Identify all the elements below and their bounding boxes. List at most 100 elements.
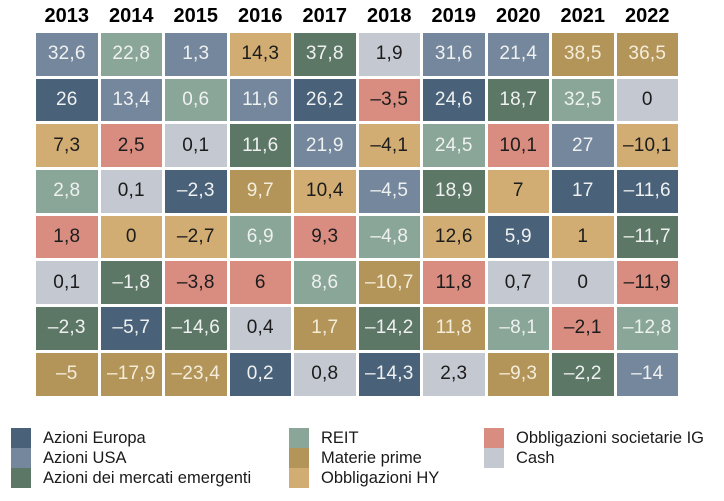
legend-swatch-column (289, 428, 309, 488)
legend-label-materie: Materie prime (321, 449, 422, 467)
grid-cell-2015-rank1: 1,3 (165, 33, 227, 76)
grid-cell-2022-rank4: –11,6 (616, 170, 678, 213)
grid-cell-2019-rank3: 24,5 (423, 124, 485, 168)
grid-cell-2022-rank7: –12,8 (616, 307, 678, 350)
legend-swatch-reit (289, 428, 309, 448)
grid-cell-2017-rank2: 26,2 (294, 78, 356, 122)
grid-cell-2019-rank8: 2,3 (423, 352, 485, 396)
grid-cell-2014-rank5: 0 (100, 215, 162, 259)
grid-cell-2014-rank7: –5,7 (100, 307, 162, 350)
year-header-2019: 2019 (431, 5, 477, 27)
year-header-2021: 2021 (560, 5, 606, 27)
grid-cell-2015-rank7: –14,6 (165, 307, 227, 350)
year-header-2018: 2018 (367, 5, 412, 27)
legend-swatch-cash (484, 448, 504, 468)
grid-cell-2020-rank7: –8,1 (487, 307, 549, 350)
grid-cell-2016-rank8: 0,2 (229, 352, 291, 396)
grid-cell-2021-rank7: –2,1 (552, 307, 614, 350)
legend-swatch-europa (11, 428, 31, 448)
grid-cell-2019-rank5: 12,6 (423, 215, 485, 259)
legend-label-ig: Obbligazioni societarie IG (516, 429, 705, 447)
grid-cell-2016-rank7: 0,4 (229, 307, 291, 350)
grid-cell-2021-rank3: 27 (552, 124, 614, 168)
grid-cell-2019-rank7: 11,8 (423, 307, 485, 350)
grid-cell-2013-rank8: –5 (36, 352, 98, 396)
year-header-2020: 2020 (496, 5, 541, 27)
grid-cell-2017-rank6: 8,6 (294, 261, 356, 305)
legend-swatch-materie (289, 448, 309, 468)
grid-cell-2013-rank2: 26 (36, 78, 98, 122)
legend-swatch-usa (11, 448, 31, 468)
grid-cell-2013-rank1: 32,6 (36, 33, 98, 76)
grid-cell-2014-rank8: –17,9 (100, 352, 162, 396)
legend-label-column: Obbligazioni societarie IG Cash (516, 428, 704, 468)
grid-cell-2014-rank4: 0,1 (100, 170, 162, 213)
grid-cell-2013-rank3: 7,3 (36, 124, 98, 168)
year-header-2017: 2017 (302, 5, 348, 27)
legend-label-column: Azioni Europa Azioni USA Azioni dei mercat… (43, 428, 251, 488)
grid-cell-2018-rank5: –4,8 (358, 215, 420, 259)
grid-cell-2013-rank7: –2,3 (36, 307, 98, 350)
grid-cell-2021-rank4: 17 (552, 170, 614, 213)
grid-cell-2022-rank1: 36,5 (616, 33, 678, 76)
legend: Azioni Europa Azioni USA Azioni dei mercat… (0, 428, 724, 494)
grid-cell-2019-rank2: 24,6 (423, 78, 485, 122)
legend-swatch-emergenti (11, 468, 31, 488)
grid-cell-2018-rank7: –14,2 (358, 307, 420, 350)
grid-cell-2018-rank2: –3,5 (358, 78, 420, 122)
grid-cell-2020-rank5: 5,9 (487, 215, 549, 259)
legend-label-hy: Obbligazioni HY (321, 469, 440, 487)
grid-cell-2017-rank7: 1,7 (294, 307, 356, 350)
grid-cell-2022-rank5: –11,7 (616, 215, 678, 259)
grid-cell-2022-rank8: –14 (616, 352, 678, 396)
legend-label-column: REIT Materie prime Obbligazioni HY (321, 428, 439, 488)
grid-cell-2019-rank4: 18,9 (423, 170, 485, 213)
legend-swatch-column (484, 428, 504, 468)
legend-swatch-ig (484, 428, 504, 448)
grid-cell-2018-rank3: –4,1 (358, 124, 420, 168)
legend-swatch-column (11, 428, 31, 488)
grid-cell-2013-rank6: 0,1 (36, 261, 98, 305)
grid-cell-2016-rank3: 11,6 (229, 124, 291, 168)
grid-cell-2021-rank6: 0 (552, 261, 614, 305)
legend-group-real-assets: REIT Materie prime Obbligazioni HY (289, 428, 439, 488)
grid-cell-2015-rank2: 0,6 (165, 78, 227, 122)
grid-cell-2013-rank5: 1,8 (36, 215, 98, 259)
returns-grid: 32,6 22,8 1,3 14,3 37,8 1,9 31,6 21,4 38,5 36,5 26… (36, 33, 678, 396)
grid-cell-2016-rank1: 14,3 (229, 33, 291, 76)
grid-cell-2018-rank6: –10,7 (358, 261, 420, 305)
grid-cell-2014-rank2: 13,4 (100, 78, 162, 122)
grid-cell-2022-rank6: –11,9 (616, 261, 678, 305)
legend-label-europa: Azioni Europa (43, 429, 146, 447)
grid-cell-2019-rank6: 11,8 (423, 261, 485, 305)
grid-cell-2020-rank1: 21,4 (487, 33, 549, 76)
grid-cell-2017-rank3: 21,9 (294, 124, 356, 168)
legend-swatch-hy (289, 468, 309, 488)
grid-cell-2020-rank2: 18,7 (487, 78, 549, 122)
grid-cell-2021-rank5: 1 (552, 215, 614, 259)
grid-cell-2015-rank8: –23,4 (165, 352, 227, 396)
grid-cell-2020-rank6: 0,7 (487, 261, 549, 305)
grid-cell-2017-rank8: 0,8 (294, 352, 356, 396)
grid-cell-2018-rank4: –4,5 (358, 170, 420, 213)
grid-cell-2016-rank4: 9,7 (229, 170, 291, 213)
legend-label-emergenti: Azioni dei mercati emergenti (43, 469, 252, 487)
grid-cell-2015-rank5: –2,7 (165, 215, 227, 259)
grid-cell-2022-rank2: 0 (616, 78, 678, 122)
grid-cell-2020-rank4: 7 (487, 170, 549, 213)
year-header-2013: 2013 (44, 5, 90, 27)
year-header-2014: 2014 (109, 5, 154, 27)
year-header-row: 2013 2014 2015 2016 2017 2018 2019 2020 2021 2022 (36, 3, 678, 30)
grid-cell-2020-rank3: 10,1 (487, 124, 549, 168)
legend-label-usa: Azioni USA (43, 449, 127, 467)
grid-cell-2021-rank1: 38,5 (552, 33, 614, 76)
grid-cell-2014-rank1: 22,8 (100, 33, 162, 76)
grid-cell-2014-rank3: 2,5 (100, 124, 162, 168)
grid-cell-2017-rank4: 10,4 (294, 170, 356, 213)
grid-cell-2018-rank1: 1,9 (358, 33, 420, 76)
year-header-2016: 2016 (238, 5, 283, 27)
legend-group-bonds-cash: Obbligazioni societarie IG Cash (484, 428, 704, 468)
legend-label-reit: REIT (321, 429, 359, 447)
legend-group-equities: Azioni Europa Azioni USA Azioni dei mercat… (11, 428, 251, 488)
